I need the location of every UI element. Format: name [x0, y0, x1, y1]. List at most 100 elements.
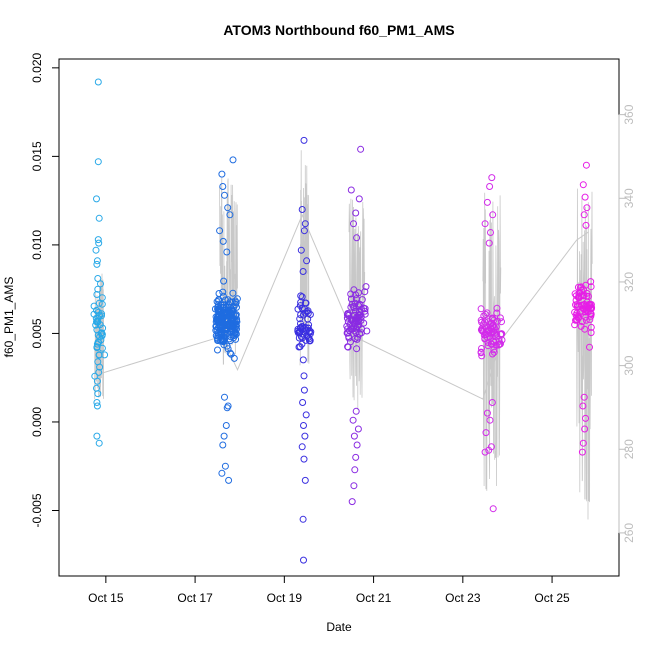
data-point: [352, 453, 360, 461]
data-point: [298, 443, 306, 451]
data-point: [575, 302, 583, 310]
data-point: [353, 345, 361, 353]
data-point: [498, 318, 505, 326]
data-point: [92, 321, 100, 329]
data-point: [349, 416, 357, 424]
data-point: [353, 318, 361, 326]
data-point: [353, 325, 361, 333]
data-point: [575, 290, 583, 297]
data-point: [477, 305, 485, 313]
data-point: [488, 399, 496, 406]
data-point: [303, 257, 311, 265]
data-point: [350, 432, 358, 440]
data-point: [579, 181, 587, 189]
data-point: [301, 323, 309, 331]
data-point: [477, 348, 485, 356]
data-point: [219, 183, 227, 190]
data-point: [94, 338, 102, 346]
data-point: [350, 482, 358, 490]
data-point: [490, 348, 498, 356]
data-point: [307, 328, 315, 336]
data-point: [296, 315, 304, 323]
x-tick-label: Oct 21: [356, 591, 392, 605]
data-point: [214, 346, 221, 354]
data-point: [487, 229, 494, 236]
x-tick-label: Oct 17: [177, 591, 213, 605]
data-point: [226, 211, 234, 219]
data-point: [344, 318, 352, 326]
data-point: [493, 304, 501, 312]
data-point: [352, 209, 360, 217]
data-point: [584, 308, 592, 316]
data-point: [483, 333, 491, 341]
y-tick-label: 0.015: [30, 141, 44, 171]
data-point: [586, 316, 594, 324]
data-point: [300, 422, 307, 429]
data-points: [90, 78, 596, 564]
data-point: [348, 498, 356, 506]
y-axis-label: f60_PM1_AMS: [2, 277, 16, 358]
data-point: [98, 294, 106, 302]
data-point: [213, 316, 221, 324]
data-point: [95, 439, 103, 447]
data-point: [578, 318, 586, 326]
data-point: [344, 325, 352, 333]
data-point: [578, 448, 586, 456]
data-point: [353, 441, 361, 449]
data-point: [478, 345, 485, 352]
data-point: [295, 343, 303, 351]
data-point: [221, 393, 228, 401]
data-point: [481, 318, 489, 326]
data-point: [97, 280, 104, 288]
data-point: [94, 236, 102, 244]
chart-title: ATOM3 Northbound f60_PM1_AMS: [223, 22, 454, 38]
data-point: [481, 220, 489, 228]
data-point: [297, 311, 305, 319]
data-point: [232, 325, 240, 333]
data-point: [347, 186, 355, 194]
x-axis: Oct 15 Oct 17 Oct 19 Oct 21 Oct 23 Oct 25: [88, 575, 570, 605]
data-point: [488, 174, 496, 182]
data-point: [224, 402, 232, 410]
data-point: [299, 399, 307, 406]
data-point: [350, 220, 357, 228]
data-point: [478, 318, 486, 326]
data-point: [215, 290, 223, 297]
data-point: [582, 161, 590, 169]
data-point: [231, 329, 239, 337]
data-point: [98, 310, 106, 318]
data-point: [482, 429, 490, 437]
data-point: [221, 462, 229, 470]
data-point: [587, 278, 595, 286]
data-point: [216, 322, 223, 330]
data-point: [216, 227, 224, 235]
data-point: [95, 239, 103, 247]
data-point: [486, 416, 494, 424]
data-point: [352, 329, 360, 337]
data-point: [344, 310, 352, 318]
data-point: [220, 277, 228, 285]
data-point: [218, 469, 226, 477]
data-point: [352, 407, 360, 415]
data-point: [225, 476, 233, 484]
data-point: [355, 195, 363, 203]
data-point: [497, 340, 504, 348]
y2-tick-label: 340: [622, 188, 636, 208]
data-point: [98, 329, 106, 337]
data-point: [98, 344, 106, 352]
data-point: [304, 324, 312, 332]
data-point: [220, 322, 228, 330]
y-tick-label: 0.000: [30, 407, 44, 437]
data-point: [579, 439, 587, 447]
data-point: [490, 346, 498, 354]
data-point: [229, 156, 237, 164]
data-point: [582, 414, 589, 422]
trace-line: [576, 188, 593, 520]
data-point: [489, 505, 497, 513]
data-point: [579, 301, 587, 309]
x-tick-label: Oct 19: [267, 591, 303, 605]
y-tick-label: 0.020: [30, 53, 44, 83]
data-point: [347, 295, 355, 303]
data-point: [93, 195, 100, 203]
data-point: [301, 432, 309, 440]
